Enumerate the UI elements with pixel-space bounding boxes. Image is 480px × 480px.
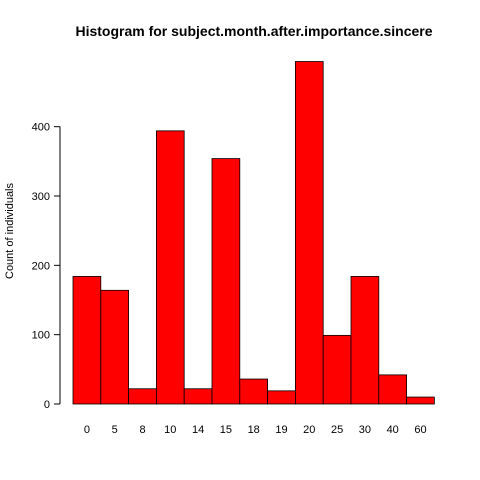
histogram-bar [239,378,269,405]
histogram-bar [72,276,102,405]
histogram-bar [100,289,130,405]
y-axis-label: Count of individuals [4,183,16,280]
x-axis-labels: 0 5 8 10 14 15 18 19 20 25 30 40 60 [84,424,427,436]
x-tick-label: 19 [275,424,287,436]
x-tick-label: 25 [331,424,343,436]
x-tick-label: 40 [387,424,399,436]
x-tick-label: 14 [192,424,204,436]
histogram-bar [155,130,185,405]
histogram-bar [294,61,324,405]
y-tick-label: 100 [32,330,50,342]
bars-layer [72,61,435,405]
x-tick-label: 30 [359,424,371,436]
histogram-bar [128,388,157,405]
histogram-bar [378,374,407,405]
histogram-bar [322,334,352,405]
histogram-bar [183,388,213,405]
histogram-bar [406,396,435,405]
histogram-bar [211,158,241,405]
x-tick-label: 18 [248,424,260,436]
histogram-bar [350,276,380,405]
x-tick-label: 15 [220,424,232,436]
x-tick-label: 5 [112,424,118,436]
x-tick-label: 0 [84,424,90,436]
x-tick-label: 10 [164,424,176,436]
y-tick-label: 0 [44,399,50,411]
x-tick-label: 60 [414,424,426,436]
chart-title: Histogram for subject.month.after.import… [75,23,432,39]
y-tick-label: 300 [32,191,50,203]
x-tick-label: 8 [139,424,145,436]
y-axis: 0 100 200 300 400 [32,122,61,411]
histogram-bar [267,390,296,405]
y-tick-label: 400 [32,122,50,134]
x-tick-label: 20 [303,424,315,436]
y-tick-label: 200 [32,260,50,272]
